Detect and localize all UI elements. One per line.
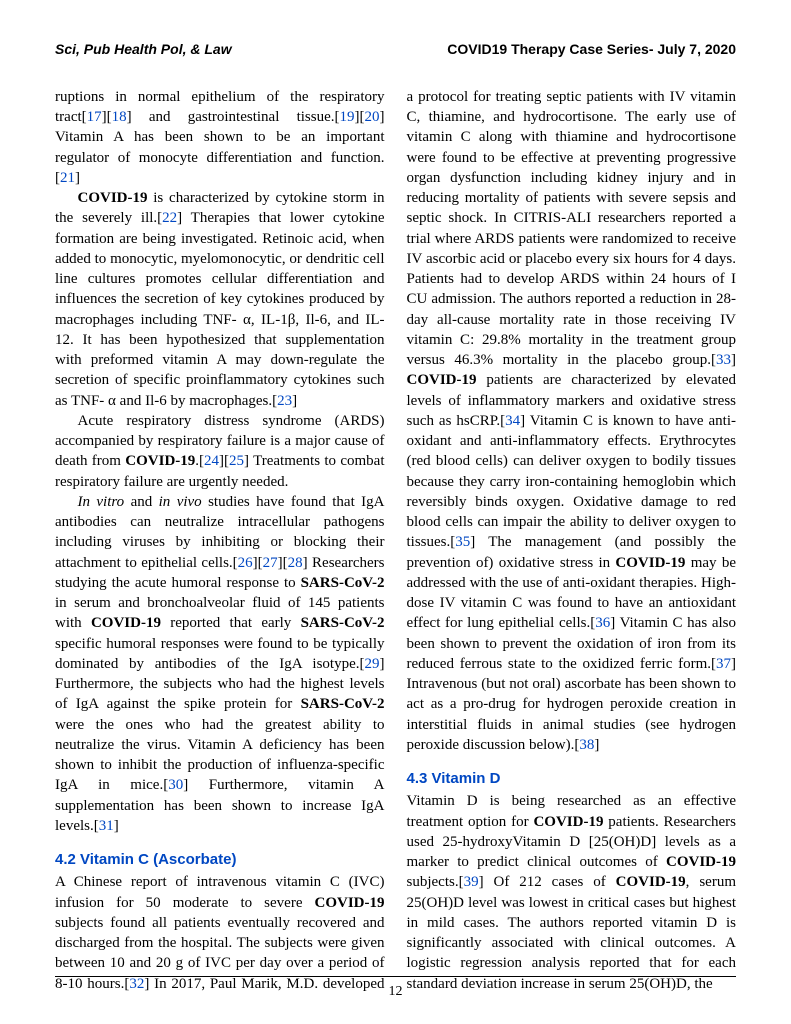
- citation-25[interactable]: 25: [229, 453, 244, 469]
- citation-17[interactable]: 17: [87, 109, 102, 125]
- citation-37[interactable]: 37: [716, 656, 731, 672]
- citation-38[interactable]: 38: [579, 737, 594, 753]
- section-heading-4-3: 4.3 Vitamin D: [407, 769, 737, 789]
- page-header: Sci, Pub Health Pol, & Law COVID19 Thera…: [55, 40, 736, 59]
- citation-34[interactable]: 34: [505, 413, 520, 429]
- page-number: 12: [389, 984, 403, 999]
- paragraph: Vitamin D is being researched as an effe…: [407, 791, 737, 994]
- citation-23[interactable]: 23: [277, 393, 292, 409]
- citation-39[interactable]: 39: [464, 874, 479, 890]
- paragraph: COVID-19 is characterized by cytokine st…: [55, 188, 385, 411]
- citation-20[interactable]: 20: [365, 109, 380, 125]
- citation-18[interactable]: 18: [112, 109, 127, 125]
- citation-33[interactable]: 33: [716, 352, 731, 368]
- citation-30[interactable]: 30: [168, 777, 183, 793]
- article-title-date: COVID19 Therapy Case Series- July 7, 202…: [447, 40, 736, 59]
- section-heading-4-2: 4.2 Vitamin C (Ascorbate): [55, 850, 385, 870]
- body-columns: ruptions in normal epithelium of the res…: [55, 87, 736, 994]
- paragraph: In vitro and in vivo studies have found …: [55, 492, 385, 836]
- paragraph: Acute respiratory distress syndrome (ARD…: [55, 411, 385, 492]
- citation-36[interactable]: 36: [595, 615, 610, 631]
- citation-26[interactable]: 26: [238, 555, 253, 571]
- journal-name: Sci, Pub Health Pol, & Law: [55, 40, 232, 59]
- citation-21[interactable]: 21: [60, 170, 75, 186]
- citation-19[interactable]: 19: [340, 109, 355, 125]
- citation-28[interactable]: 28: [288, 555, 303, 571]
- citation-31[interactable]: 31: [99, 818, 114, 834]
- paragraph: ruptions in normal epithelium of the res…: [55, 87, 385, 188]
- citation-24[interactable]: 24: [204, 453, 219, 469]
- citation-29[interactable]: 29: [365, 656, 380, 672]
- page-footer: 12: [55, 976, 736, 1002]
- citation-35[interactable]: 35: [455, 534, 470, 550]
- citation-27[interactable]: 27: [263, 555, 278, 571]
- citation-22[interactable]: 22: [162, 210, 177, 226]
